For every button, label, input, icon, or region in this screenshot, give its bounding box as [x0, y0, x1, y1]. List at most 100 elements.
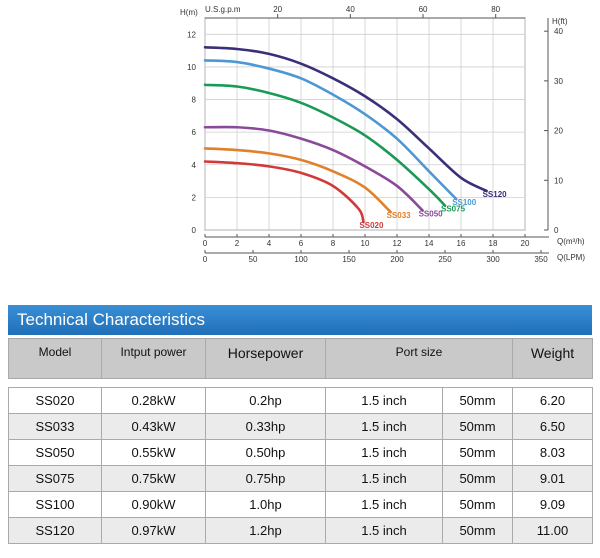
cell-model: SS100: [8, 491, 102, 518]
x-tick-label-m3h: 10: [361, 239, 370, 248]
cell-model: SS020: [8, 387, 102, 414]
cell-model: SS033: [8, 413, 102, 440]
header-gap: [8, 378, 593, 388]
x-tick-label-m3h: 8: [331, 239, 336, 248]
y-tick-label: 12: [187, 30, 196, 39]
cell-power: 0.55kW: [101, 439, 206, 466]
curve-ss020: [203, 160, 365, 224]
cell-model: SS075: [8, 465, 102, 492]
cell-model: SS050: [8, 439, 102, 466]
y-tick-label: 4: [192, 161, 197, 170]
right-tick-label: 0: [554, 226, 559, 235]
x-tick-label-m3h: 18: [489, 239, 498, 248]
top-axis-label: U.S.g.p.m: [205, 5, 241, 14]
cell-port-inch: 1.5 inch: [325, 491, 443, 518]
cell-weight: 6.50: [512, 413, 593, 440]
cell-port-mm: 50mm: [442, 413, 513, 440]
section-title: Technical Characteristics: [8, 305, 592, 335]
cell-port-inch: 1.5 inch: [325, 439, 443, 466]
top-tick-label: 80: [491, 5, 500, 14]
x-tick-label-m3h: 6: [299, 239, 304, 248]
x-tick-label-m3h: 20: [521, 239, 530, 248]
right-tick-label: 20: [554, 127, 563, 136]
cell-port-mm: 50mm: [442, 465, 513, 492]
top-tick-label: 40: [346, 5, 355, 14]
table-header-row: Model Intput power Horsepower Port size …: [8, 338, 593, 379]
x-axis-label-lpm: Q(LPM): [557, 253, 585, 262]
x-tick-label-lpm: 150: [342, 255, 356, 264]
header-weight: Weight: [512, 338, 593, 379]
x-tick-label-m3h: 0: [203, 239, 208, 248]
header-port-size: Port size: [325, 338, 513, 379]
cell-power: 0.28kW: [101, 387, 206, 414]
x-tick-label-lpm: 200: [390, 255, 404, 264]
x-tick-label-lpm: 300: [486, 255, 500, 264]
table-row: SS120 0.97kW 1.2hp 1.5 inch 50mm 11.00: [8, 517, 593, 544]
cell-port-mm: 50mm: [442, 387, 513, 414]
cell-port-inch: 1.5 inch: [325, 387, 443, 414]
y-tick-label: 2: [192, 193, 197, 202]
cell-power: 0.90kW: [101, 491, 206, 518]
x-tick-label-m3h: 4: [267, 239, 272, 248]
cell-model: SS120: [8, 517, 102, 544]
cell-horsepower: 1.2hp: [205, 517, 326, 544]
cell-port-mm: 50mm: [442, 517, 513, 544]
cell-power: 0.97kW: [101, 517, 206, 544]
curve-label-ss020: SS020: [359, 221, 384, 230]
x-tick-label-lpm: 100: [294, 255, 308, 264]
cell-port-inch: 1.5 inch: [325, 413, 443, 440]
right-tick-label: 40: [554, 27, 563, 36]
table-body: SS020 0.28kW 0.2hp 1.5 inch 50mm 6.20 SS033 0.4…: [8, 387, 593, 544]
top-tick-label: 60: [419, 5, 428, 14]
curve-label-ss120: SS120: [483, 190, 508, 199]
x-tick-label-lpm: 0: [203, 255, 208, 264]
right-tick-label: 30: [554, 77, 563, 86]
curve-ss075: [203, 83, 447, 207]
curve-label-ss075: SS075: [441, 205, 466, 214]
cell-weight: 6.20: [512, 387, 593, 414]
cell-horsepower: 0.33hp: [205, 413, 326, 440]
cell-port-inch: 1.5 inch: [325, 517, 443, 544]
cell-horsepower: 0.75hp: [205, 465, 326, 492]
curve-label-ss050: SS050: [419, 209, 444, 218]
cell-port-mm: 50mm: [442, 439, 513, 466]
y-tick-label: 0: [192, 226, 197, 235]
y-tick-label: 10: [187, 63, 196, 72]
curve-ss033: [203, 147, 392, 214]
cell-weight: 9.01: [512, 465, 593, 492]
x-tick-label-m3h: 2: [235, 239, 240, 248]
table-row: SS075 0.75kW 0.75hp 1.5 inch 50mm 9.01: [8, 465, 593, 492]
header-horsepower: Horsepower: [205, 338, 326, 379]
cell-weight: 11.00: [512, 517, 593, 544]
x-tick-label-lpm: 350: [534, 255, 548, 264]
x-tick-label-m3h: 12: [393, 239, 402, 248]
cell-power: 0.43kW: [101, 413, 206, 440]
table-row: SS020 0.28kW 0.2hp 1.5 inch 50mm 6.20: [8, 387, 593, 414]
curve-ss100: [203, 59, 458, 201]
curve-label-ss100: SS100: [452, 198, 477, 207]
header-model: Model: [8, 338, 102, 379]
cell-horsepower: 1.0hp: [205, 491, 326, 518]
y-tick-label: 6: [192, 128, 197, 137]
cell-port-inch: 1.5 inch: [325, 465, 443, 492]
cell-port-mm: 50mm: [442, 491, 513, 518]
cell-weight: 8.03: [512, 439, 593, 466]
curve-ss050: [203, 125, 424, 212]
cell-power: 0.75kW: [101, 465, 206, 492]
cell-horsepower: 0.2hp: [205, 387, 326, 414]
x-tick-label-m3h: 16: [457, 239, 466, 248]
table-row: SS100 0.90kW 1.0hp 1.5 inch 50mm 9.09: [8, 491, 593, 518]
cell-weight: 9.09: [512, 491, 593, 518]
curve-label-ss033: SS033: [387, 211, 412, 220]
right-tick-label: 10: [554, 176, 563, 185]
header-input-power: Intput power: [101, 338, 206, 379]
left-axis-label: H(m): [180, 8, 198, 17]
x-axis-label-m3h: Q(m³/h): [557, 237, 585, 246]
x-tick-label-lpm: 250: [438, 255, 452, 264]
table-row: SS050 0.55kW 0.50hp 1.5 inch 50mm 8.03: [8, 439, 593, 466]
y-tick-label: 8: [192, 96, 197, 105]
top-tick-label: 20: [273, 5, 282, 14]
cell-horsepower: 0.50hp: [205, 439, 326, 466]
curve-ss120: [203, 46, 488, 193]
